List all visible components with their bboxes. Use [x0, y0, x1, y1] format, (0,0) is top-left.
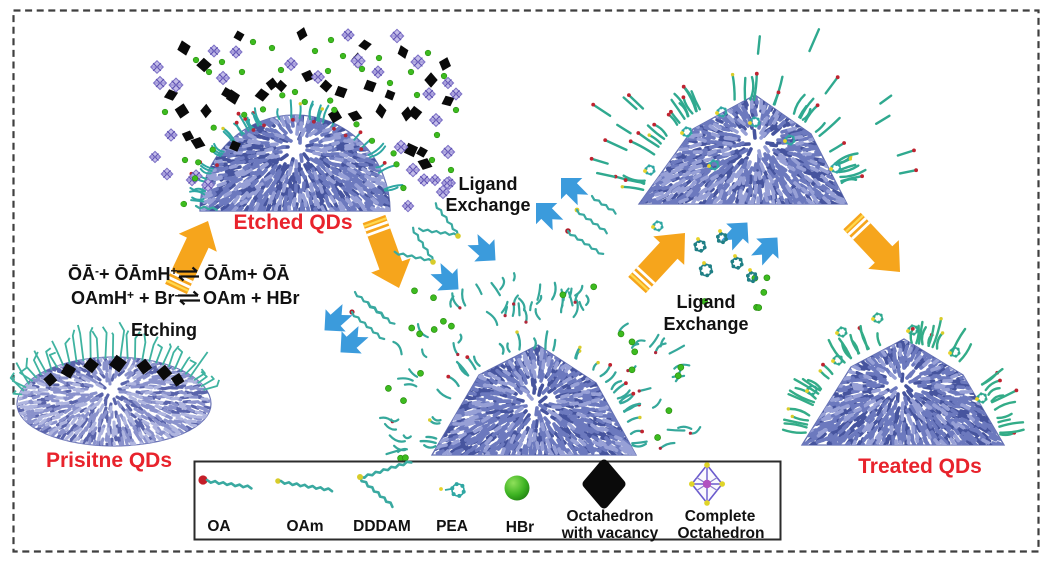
svg-text:Exchange: Exchange: [445, 195, 530, 215]
svg-text:Etching: Etching: [131, 320, 197, 340]
svg-text:Prisitne QDs: Prisitne QDs: [46, 449, 172, 472]
svg-text:Ligand: Ligand: [459, 174, 518, 194]
svg-text:OAm + HBr: OAm + HBr: [203, 288, 300, 308]
svg-text:PEA: PEA: [436, 518, 468, 535]
svg-text:ŌĀ-+ ŌĀmH+: ŌĀ-+ ŌĀmH+: [68, 264, 178, 284]
svg-text:OA: OA: [207, 518, 230, 535]
svg-text:with vacancy: with vacancy: [561, 525, 659, 542]
svg-text:Ligand: Ligand: [677, 292, 736, 312]
svg-text:Octahedron: Octahedron: [678, 525, 765, 542]
svg-text:OAm: OAm: [286, 518, 323, 535]
svg-text:HBr: HBr: [506, 519, 534, 536]
svg-text:DDDAM: DDDAM: [353, 518, 411, 535]
svg-text:ŌĀm+ ŌĀ: ŌĀm+ ŌĀ: [204, 264, 290, 284]
svg-text:OAmH+ + Br-: OAmH+ + Br-: [71, 288, 179, 308]
svg-text:Octahedron: Octahedron: [567, 508, 654, 525]
svg-text:Etched QDs: Etched QDs: [233, 211, 352, 234]
svg-text:Exchange: Exchange: [663, 314, 748, 334]
svg-text:Complete: Complete: [685, 508, 756, 525]
svg-text:Treated QDs: Treated QDs: [858, 455, 982, 478]
